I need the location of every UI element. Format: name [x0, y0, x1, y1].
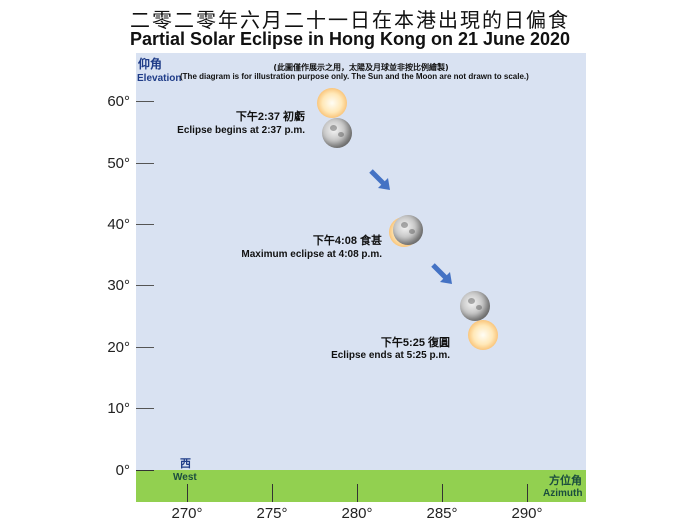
y-tick-label: 40°: [107, 216, 130, 233]
arrow-down-right-icon: [431, 263, 452, 284]
direction-west-en: West: [173, 472, 197, 483]
y-tick-label: 60°: [107, 93, 130, 110]
event-begin-zh: 下午2:37 初虧: [235, 111, 305, 123]
x-tick: [527, 484, 528, 502]
y-tick-label: 10°: [107, 400, 130, 417]
y-tick-label: 20°: [107, 339, 130, 356]
moon-icon: [460, 291, 490, 321]
moon-icon: [322, 118, 352, 148]
x-tick-label: 290°: [511, 505, 543, 522]
event-max-en: Maximum eclipse at 4:08 p.m.: [241, 249, 382, 260]
y-tick: [136, 224, 154, 225]
sun-icon: [468, 320, 498, 350]
x-tick-label: 280°: [341, 505, 373, 522]
x-tick: [187, 484, 188, 502]
y-axis-label-en: Elevation: [137, 73, 182, 84]
y-tick: [136, 470, 154, 471]
x-tick-label: 285°: [426, 505, 458, 522]
y-tick: [136, 408, 154, 409]
y-tick: [136, 163, 154, 164]
direction-west-zh: 西: [180, 457, 191, 470]
y-tick: [136, 101, 154, 102]
sun-icon: [317, 88, 347, 118]
y-tick-label: 30°: [107, 277, 130, 294]
x-tick: [357, 484, 358, 502]
title-chinese: 二零二零年六月二十一日在本港出現的日偏食: [130, 8, 570, 32]
note-chinese: (此圖僅作展示之用，太陽及月球並非按比例繪製): [273, 63, 449, 72]
sky-plot-area: [136, 53, 586, 502]
x-tick: [272, 484, 273, 502]
y-tick-label: 0°: [115, 462, 130, 479]
ground-band: [136, 470, 586, 502]
y-tick: [136, 285, 154, 286]
arrow-down-right-icon: [369, 169, 390, 190]
event-max-zh: 下午4:08 食甚: [312, 235, 382, 247]
y-axis-label-zh: 仰角: [138, 57, 163, 71]
x-tick-label: 275°: [256, 505, 288, 522]
event-end-zh: 下午5:25 復圓: [380, 337, 450, 349]
title-english: Partial Solar Eclipse in Hong Kong on 21…: [129, 29, 571, 49]
note-english: (The diagram is for illustration purpose…: [180, 72, 529, 81]
x-axis-label-en: Azimuth: [543, 488, 583, 499]
x-tick: [442, 484, 443, 502]
x-tick-label: 270°: [171, 505, 203, 522]
y-tick: [136, 347, 154, 348]
y-tick-label: 50°: [107, 155, 130, 172]
x-axis-label-zh: 方位角: [549, 474, 582, 487]
moon-icon: [393, 215, 423, 245]
event-begin-en: Eclipse begins at 2:37 p.m.: [177, 125, 305, 136]
event-end-en: Eclipse ends at 5:25 p.m.: [331, 350, 450, 361]
